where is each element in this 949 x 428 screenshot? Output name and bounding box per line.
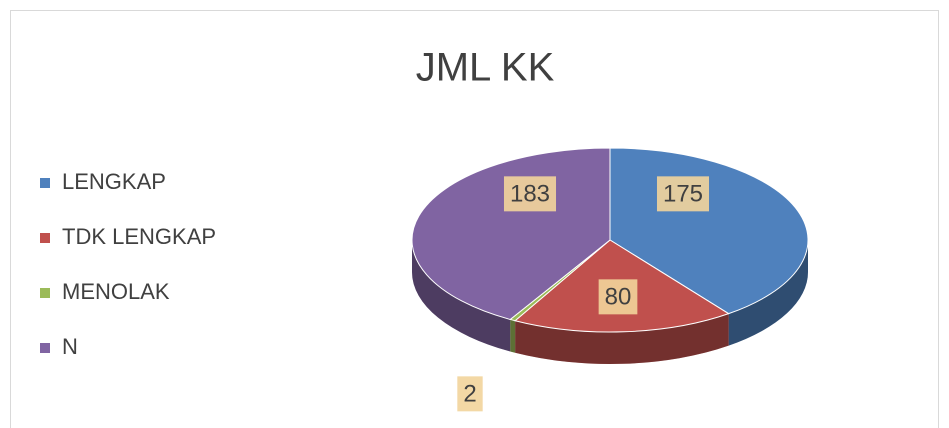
slice-side <box>510 319 516 353</box>
data-label: 175 <box>663 180 703 207</box>
side-shade <box>412 240 511 352</box>
chart-title: JML KK <box>416 46 555 90</box>
slice-side <box>728 240 808 346</box>
legend-swatch <box>40 178 50 188</box>
legend-swatch <box>40 343 50 353</box>
slice <box>411 147 611 321</box>
slice-side <box>515 313 729 364</box>
legend-swatch <box>40 233 50 243</box>
side-shade <box>728 240 808 346</box>
data-label-box <box>598 279 638 315</box>
side-shade <box>510 319 516 353</box>
data-label-box <box>656 176 710 212</box>
legend-label: N <box>62 334 78 359</box>
data-label-box <box>503 176 557 212</box>
data-label: 80 <box>605 283 632 310</box>
chart-border <box>10 10 939 428</box>
data-label: 183 <box>510 180 550 207</box>
legend-label: TDK LENGKAP <box>62 224 216 249</box>
data-label-box <box>457 376 483 412</box>
legend-label: MENOLAK <box>62 279 170 304</box>
side-shade <box>515 313 729 364</box>
slice-side <box>412 240 511 352</box>
legend-swatch <box>40 288 50 298</box>
legend-label: LENGKAP <box>62 169 166 194</box>
data-label: 2 <box>463 380 476 407</box>
